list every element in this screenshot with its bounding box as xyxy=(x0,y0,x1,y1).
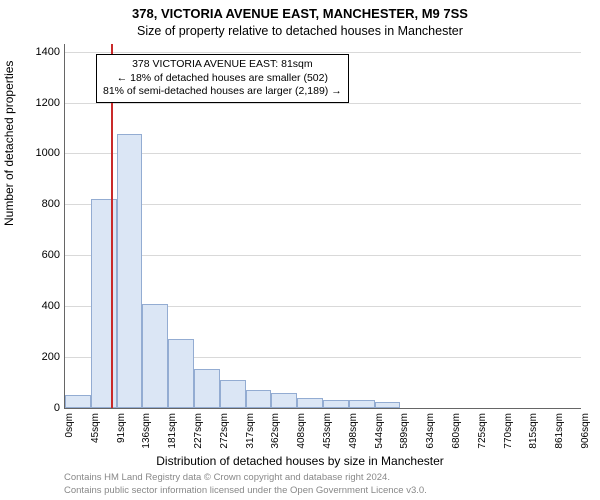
y-tick-label: 1200 xyxy=(10,97,60,109)
histogram-bar xyxy=(375,402,401,408)
y-tick-label: 200 xyxy=(10,351,60,363)
y-tick-label: 600 xyxy=(10,249,60,261)
histogram-bar xyxy=(117,134,143,408)
histogram-bar xyxy=(323,400,349,408)
histogram-bar xyxy=(271,393,297,408)
annotation-line-3: 81% of semi-detached houses are larger (… xyxy=(103,85,342,99)
y-tick-label: 400 xyxy=(10,300,60,312)
annotation-line-2: ← 18% of detached houses are smaller (50… xyxy=(103,72,342,86)
footer-line-2: Contains public sector information licen… xyxy=(64,485,427,496)
histogram-bar xyxy=(142,304,168,408)
y-tick-label: 0 xyxy=(10,402,60,414)
address-title: 378, VICTORIA AVENUE EAST, MANCHESTER, M… xyxy=(0,6,600,21)
gridline xyxy=(65,153,581,154)
y-tick-label: 800 xyxy=(10,198,60,210)
gridline xyxy=(65,52,581,53)
histogram-bar xyxy=(168,339,194,408)
chart-subtitle: Size of property relative to detached ho… xyxy=(0,24,600,38)
y-tick-label: 1000 xyxy=(10,147,60,159)
histogram-bar xyxy=(220,380,246,408)
histogram-bar xyxy=(65,395,91,408)
footer-line-1: Contains HM Land Registry data © Crown c… xyxy=(64,472,390,483)
histogram-bar xyxy=(194,369,220,408)
chart-container: 378, VICTORIA AVENUE EAST, MANCHESTER, M… xyxy=(0,0,600,500)
gridline xyxy=(65,204,581,205)
annotation-line-1: 378 VICTORIA AVENUE EAST: 81sqm xyxy=(103,58,342,72)
histogram-bar xyxy=(349,400,375,408)
gridline xyxy=(65,255,581,256)
x-axis-label: Distribution of detached houses by size … xyxy=(0,454,600,468)
histogram-bar xyxy=(297,398,323,408)
annotation-box: 378 VICTORIA AVENUE EAST: 81sqm ← 18% of… xyxy=(96,54,349,103)
histogram-bar xyxy=(246,390,272,408)
y-tick-label: 1400 xyxy=(10,46,60,58)
